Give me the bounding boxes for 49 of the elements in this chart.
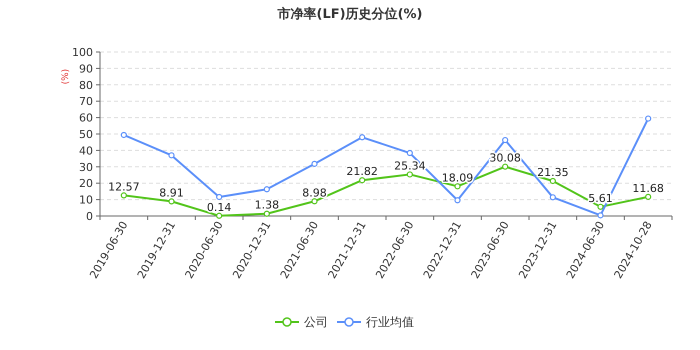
y-tick-label: 80 [79,78,93,92]
point [502,136,508,144]
point [311,198,318,204]
point [406,150,413,156]
point [311,160,318,167]
y-tick-label: 40 [79,144,93,158]
y-tick-label: 0 [86,210,93,223]
point [645,115,652,122]
point [597,204,604,210]
point [550,194,556,200]
point [168,152,175,158]
data-label: 21.82 [346,165,378,178]
point [359,177,366,184]
y-tick-label: 60 [79,112,93,125]
y-tick-label: 10 [79,194,93,207]
point [216,194,222,200]
point [264,186,270,192]
y-tick-label: 30 [79,160,93,174]
y-tick-label: 20 [79,177,93,190]
data-label: 8.91 [159,186,184,200]
chart-title: 市净率(LF)历史分位(%) [276,6,422,22]
legend-label: 行业均值 [366,315,414,329]
point [120,192,127,198]
point [454,197,461,204]
point [645,194,652,200]
y-tick-label: 100 [72,46,93,59]
point [550,178,556,184]
data-label: 0.14 [206,200,232,214]
y-axis-title: (%) [61,68,71,84]
data-label: 18.09 [442,171,474,184]
legend-label: 公司 [304,315,328,329]
y-tick-label: 70 [79,95,93,108]
point [597,212,604,218]
point [359,134,366,140]
data-label: 8.98 [302,186,327,200]
point [168,198,175,204]
y-tick-label: 50 [79,128,93,141]
point [406,171,413,178]
data-label: 11.68 [632,182,664,195]
data-label: 1.38 [254,198,280,212]
point [454,183,461,190]
data-label: 30.08 [489,152,521,165]
data-label: 21.35 [537,166,569,179]
point [216,212,222,219]
point [120,132,127,138]
point [264,210,270,217]
y-tick-label: 90 [79,62,93,76]
data-label: 12.57 [108,180,140,194]
point [502,164,508,170]
